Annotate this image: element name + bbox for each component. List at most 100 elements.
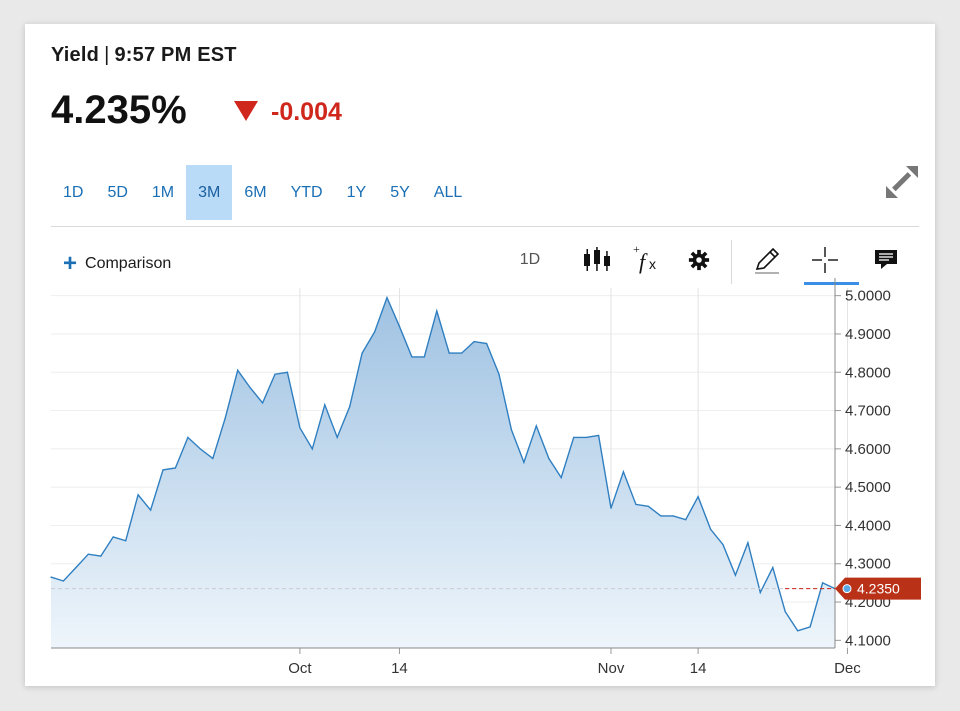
data-point (461, 352, 463, 354)
y-tick-label: 4.8000 (845, 364, 891, 381)
data-point (411, 356, 413, 358)
series-line (50, 295, 836, 632)
data-point (523, 461, 525, 463)
data-point (622, 471, 625, 473)
range-5d[interactable]: 5D (107, 184, 128, 201)
data-point (386, 296, 388, 299)
price-change: -0.004 (271, 98, 342, 126)
data-point (498, 373, 500, 375)
data-point (199, 448, 201, 450)
data-point (759, 591, 761, 594)
data-point (784, 611, 786, 613)
data-point (87, 553, 89, 555)
data-point (373, 331, 376, 333)
svg-text:f: f (639, 249, 648, 274)
data-point (423, 356, 425, 358)
data-point (448, 352, 450, 354)
expand-icon[interactable] (882, 162, 922, 202)
data-point (697, 496, 699, 498)
y-tick-label: 4.4000 (845, 517, 891, 534)
instrument-name: Yield (51, 44, 100, 66)
data-point (75, 566, 77, 569)
x-tick-label: 14 (690, 660, 707, 677)
data-point (212, 457, 214, 460)
gear-icon[interactable] (680, 240, 718, 280)
x-tick-label: Nov (598, 660, 625, 677)
data-point (125, 540, 127, 542)
data-point (734, 574, 737, 576)
last-value-label: 4.2350 (857, 581, 900, 597)
comment-icon[interactable] (867, 240, 905, 280)
last-value-dot (842, 584, 852, 594)
header-divider (51, 226, 919, 227)
toolbar-separator (731, 240, 732, 284)
y-tick-label: 5.0000 (845, 288, 891, 305)
data-point (772, 566, 774, 569)
candlestick-icon[interactable] (578, 240, 616, 280)
data-point (560, 476, 562, 479)
x-tick-label: Oct (288, 660, 312, 677)
data-point (249, 386, 251, 389)
chart-card: Yield | 9:57 PM EST 4.235% -0.004 1D 5D 1M… (25, 24, 935, 686)
interval-selector[interactable]: 1D (519, 251, 541, 268)
data-point (610, 507, 612, 509)
comparison-label: Comparison (85, 255, 172, 272)
svg-text:+: + (633, 245, 640, 256)
data-point (821, 582, 824, 584)
last-value-tag (835, 577, 921, 600)
y-tick-label: 4.3000 (845, 556, 891, 573)
data-point (809, 626, 811, 628)
data-point (510, 429, 513, 431)
data-point (336, 436, 338, 438)
data-point (635, 503, 637, 505)
range-5y[interactable]: 5Y (390, 184, 410, 201)
data-point (100, 555, 102, 557)
y-tick-label: 4.1000 (845, 632, 891, 649)
data-point (722, 543, 724, 546)
y-tick-label: 4.9000 (845, 326, 891, 343)
data-point (174, 467, 177, 469)
data-point (485, 342, 488, 345)
pencil-icon[interactable] (747, 240, 787, 280)
data-point (62, 580, 65, 582)
data-point (50, 576, 52, 578)
svg-text:x: x (649, 256, 656, 272)
crosshair-icon[interactable] (804, 240, 846, 280)
range-1y[interactable]: 1Y (346, 184, 367, 201)
range-1m[interactable]: 1M (151, 184, 175, 201)
data-point (660, 515, 662, 517)
fx-icon[interactable]: + f x (629, 240, 667, 280)
data-point (685, 519, 687, 521)
y-tick-label: 4.7000 (845, 403, 891, 420)
range-6m[interactable]: 6M (244, 184, 267, 201)
comparison-button[interactable]: + Comparison (63, 252, 171, 276)
range-all[interactable]: ALL (433, 184, 463, 201)
range-3m[interactable]: 3M (186, 165, 233, 220)
data-point (647, 505, 649, 507)
data-point (299, 427, 301, 429)
data-point (187, 436, 189, 438)
y-tick-label: 4.5000 (845, 479, 891, 496)
data-point (162, 469, 164, 471)
data-point (398, 325, 401, 327)
plus-icon: + (63, 250, 78, 277)
x-tick-label: 14 (391, 660, 408, 677)
series-area (51, 297, 835, 648)
down-arrow-icon (234, 101, 258, 121)
title-separator: | (104, 44, 110, 66)
range-1d[interactable]: 1D (63, 184, 84, 201)
data-point (274, 373, 276, 375)
data-point (573, 436, 575, 438)
data-point (361, 352, 363, 354)
data-point (535, 425, 537, 427)
data-point (261, 402, 264, 404)
range-ytd[interactable]: YTD (290, 184, 323, 201)
data-point (797, 630, 799, 632)
timestamp: 9:57 PM EST (114, 44, 237, 66)
data-point (709, 528, 712, 530)
data-point (548, 457, 550, 460)
data-point (436, 310, 438, 312)
data-point (224, 417, 226, 419)
data-point (747, 542, 749, 544)
data-point (672, 515, 674, 517)
